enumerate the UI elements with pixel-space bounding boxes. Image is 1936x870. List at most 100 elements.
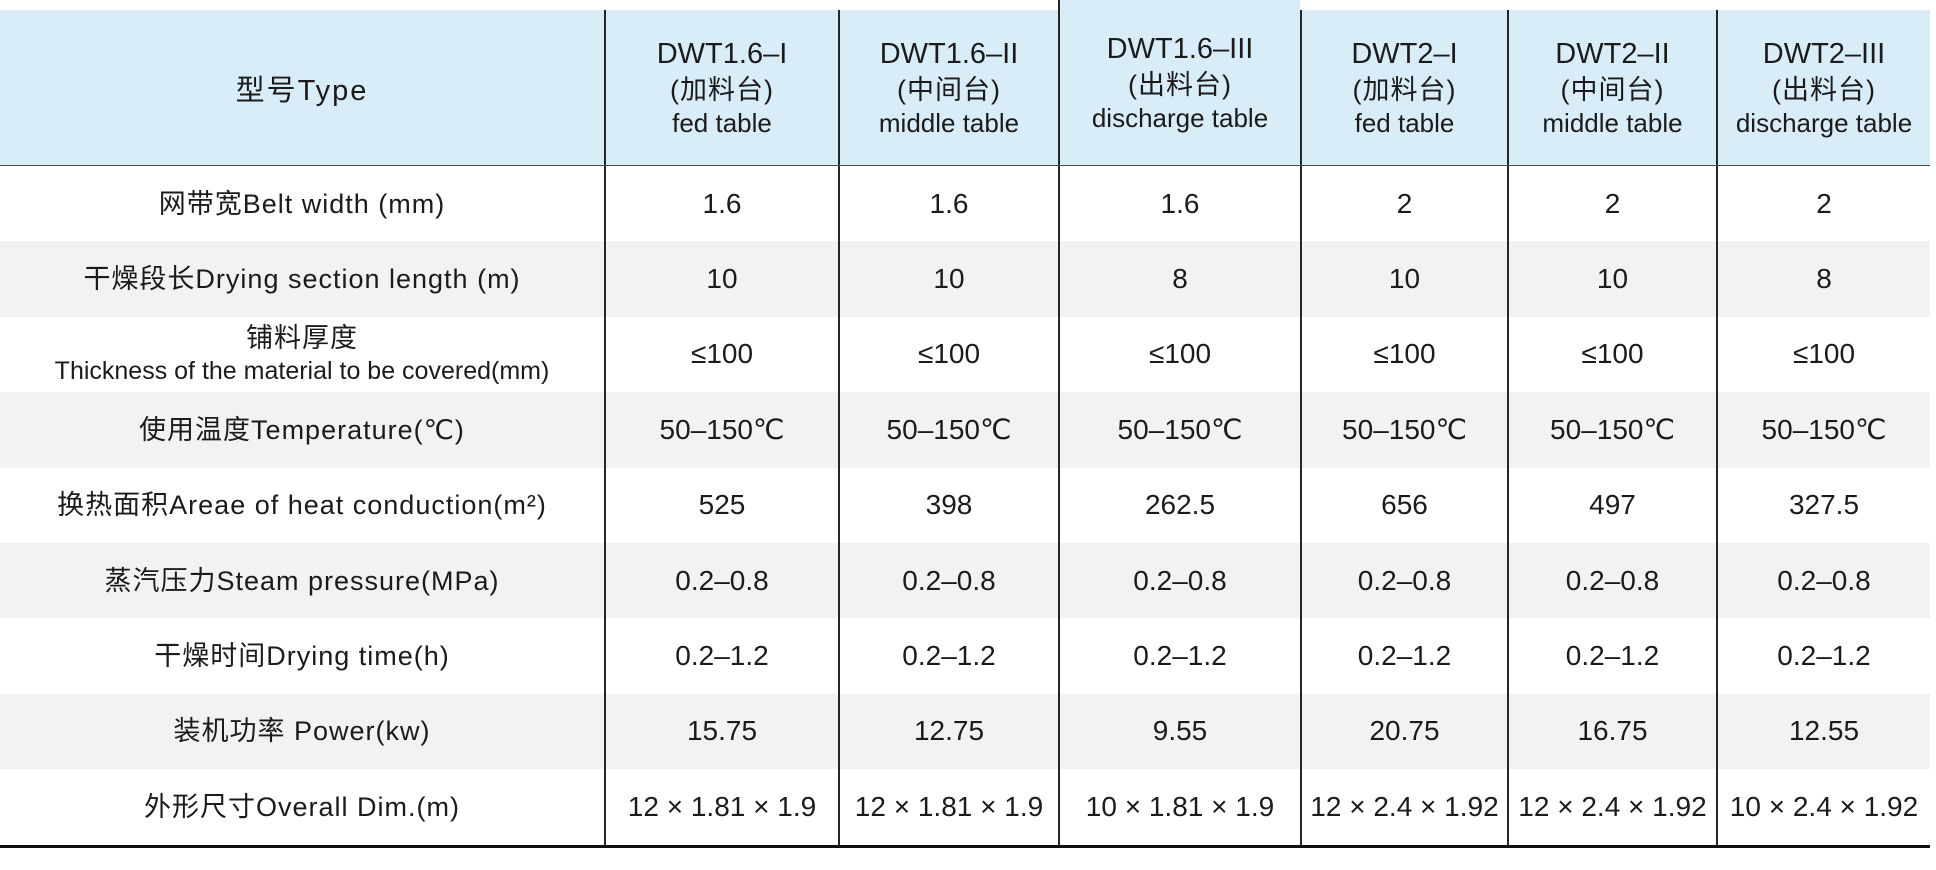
table-row: 干燥时间Drying time(h) 0.2–1.2 0.2–1.2 0.2–1.2 0… <box>0 618 1930 694</box>
value-cell: 16.75 <box>1507 693 1716 770</box>
header-col-3: DWT1.6–III (出料台) discharge table <box>1058 0 1300 165</box>
cell-value: ≤100 <box>690 338 754 370</box>
cell-value: 10 <box>1596 263 1629 295</box>
cell-value: 10 × 1.81 × 1.9 <box>1085 790 1275 822</box>
cell-value: 0.2–1.2 <box>1565 640 1660 672</box>
value-cell: 2 <box>1716 166 1930 242</box>
cell-value: ≤100 <box>1148 338 1212 370</box>
model-type-cn: (出料台) <box>1128 69 1232 100</box>
value-cell: 8 <box>1058 241 1300 317</box>
cell-value: ≤100 <box>917 338 981 370</box>
value-cell: 12 × 1.81 × 1.9 <box>604 769 838 845</box>
value-cell: 497 <box>1507 467 1716 543</box>
cell-value: 0.2–1.2 <box>1357 640 1452 672</box>
row-label: 干燥时间Drying time(h) <box>154 641 450 672</box>
model-name: DWT1.6–I <box>656 37 788 70</box>
row-label-cell: 干燥段长Drying section length (m) <box>0 241 604 316</box>
value-cell: ≤100 <box>604 316 838 393</box>
cell-value: 0.2–0.8 <box>1565 564 1660 596</box>
cell-value: 0.2–1.2 <box>902 640 996 672</box>
header-col-4: DWT2–I (加料台) fed table <box>1300 10 1507 165</box>
row-label: 蒸汽压力Steam pressure(MPa) <box>104 565 500 596</box>
row-label-cell: 铺料厚度 Thickness of the material to be cove… <box>0 317 604 392</box>
model-name: DWT1.6–II <box>879 37 1019 70</box>
value-cell: 10 <box>1300 241 1507 317</box>
table-row: 网带宽Belt width (mm) 1.6 1.6 1.6 2 2 2 <box>0 166 1930 242</box>
row-label: 外形尺寸Overall Dim.(m) <box>144 791 460 822</box>
cell-value: 1.6 <box>929 187 969 219</box>
table-row: 外形尺寸Overall Dim.(m) 12 × 1.81 × 1.9 12 × 1… <box>0 769 1930 845</box>
cell-value: 15.75 <box>686 715 758 747</box>
cell-value: 2 <box>1396 187 1413 219</box>
value-cell: 12 × 2.4 × 1.92 <box>1300 769 1507 845</box>
row-label: 干燥段长Drying section length (m) <box>83 264 521 295</box>
value-cell: 262.5 <box>1058 467 1300 543</box>
model-type-cn: (中间台) <box>897 74 1001 105</box>
row-label: 网带宽Belt width (mm) <box>158 188 446 219</box>
row-label-cell: 干燥时间Drying time(h) <box>0 618 604 693</box>
cell-value: 525 <box>698 489 746 521</box>
cell-value: 12 × 2.4 × 1.92 <box>1518 790 1707 822</box>
cell-value: 12 × 2.4 × 1.92 <box>1310 790 1499 822</box>
row-label: 装机功率 Power(kw) <box>173 716 431 747</box>
row-label-cell: 装机功率 Power(kw) <box>0 694 604 769</box>
value-cell: 0.2–0.8 <box>838 542 1058 619</box>
value-cell: 50–150℃ <box>838 392 1058 468</box>
value-cell: ≤100 <box>1507 316 1716 393</box>
value-cell: 15.75 <box>604 693 838 770</box>
row-label-cell: 外形尺寸Overall Dim.(m) <box>0 769 604 844</box>
table-row: 蒸汽压力Steam pressure(MPa) 0.2–0.8 0.2–0.8 0.2… <box>0 542 1930 619</box>
value-cell: 0.2–0.8 <box>1716 542 1930 619</box>
row-sublabel: Thickness of the material to be covered(… <box>54 357 550 386</box>
model-type-en: discharge table <box>1735 107 1913 138</box>
value-cell: 50–150℃ <box>1507 392 1716 468</box>
cell-value: 50–150℃ <box>659 413 785 445</box>
value-cell: 50–150℃ <box>1716 392 1930 468</box>
header-col-1: DWT1.6–I (加料台) fed table <box>604 10 838 165</box>
cell-value: 0.2–1.2 <box>1777 640 1871 672</box>
value-cell: 327.5 <box>1716 467 1930 543</box>
value-cell: 0.2–0.8 <box>1058 542 1300 619</box>
value-cell: 12.75 <box>838 693 1058 770</box>
cell-value: 0.2–1.2 <box>1133 640 1227 672</box>
value-cell: 0.2–1.2 <box>604 618 838 694</box>
cell-value: 50–150℃ <box>1342 413 1467 445</box>
table-row: 使用温度Temperature(℃) 50–150℃ 50–150℃ 50–150℃ 5… <box>0 392 1930 468</box>
header-col-6: DWT2–III (出料台) discharge table <box>1716 10 1930 165</box>
value-cell: ≤100 <box>1300 316 1507 393</box>
row-label: 铺料厚度 <box>246 323 358 354</box>
value-cell: 0.2–0.8 <box>1300 542 1507 619</box>
cell-value: 50–150℃ <box>1117 413 1243 445</box>
cell-value: 8 <box>1816 263 1832 295</box>
table-body: 网带宽Belt width (mm) 1.6 1.6 1.6 2 2 2 干燥段长Drying… <box>0 166 1930 845</box>
cell-value: 0.2–0.8 <box>1133 564 1227 596</box>
value-cell: 10 <box>838 241 1058 317</box>
table-row: 干燥段长Drying section length (m) 10 10 8 10 10 8 <box>0 241 1930 317</box>
value-cell: ≤100 <box>838 316 1058 393</box>
value-cell: 1.6 <box>1058 166 1300 242</box>
value-cell: 2 <box>1300 166 1507 242</box>
model-type-cn: (出料台) <box>1772 74 1876 105</box>
value-cell: 2 <box>1507 166 1716 242</box>
row-label-cell: 网带宽Belt width (mm) <box>0 166 604 241</box>
model-type-cn: (中间台) <box>1560 74 1665 105</box>
cell-value: 10 <box>1388 263 1421 295</box>
model-type-en: fed table <box>672 107 772 138</box>
cell-value: 8 <box>1172 263 1188 295</box>
cell-value: 1.6 <box>702 187 742 219</box>
cell-value: 2 <box>1604 187 1621 219</box>
cell-value: ≤100 <box>1792 338 1856 370</box>
value-cell: 525 <box>604 467 838 543</box>
value-cell: 20.75 <box>1300 693 1507 770</box>
value-cell: 0.2–1.2 <box>1507 618 1716 694</box>
value-cell: 10 <box>1507 241 1716 317</box>
cell-value: 10 × 2.4 × 1.92 <box>1729 790 1919 822</box>
value-cell: 398 <box>838 467 1058 543</box>
value-cell: 10 × 2.4 × 1.92 <box>1716 769 1930 845</box>
cell-value: 0.2–0.8 <box>675 564 769 596</box>
cell-value: 50–150℃ <box>886 413 1012 445</box>
spec-table: 型号Type DWT1.6–I (加料台) fed table DWT1.6–II (中… <box>0 0 1930 848</box>
cell-value: 262.5 <box>1144 489 1216 521</box>
value-cell: 1.6 <box>604 166 838 242</box>
value-cell: 50–150℃ <box>1300 392 1507 468</box>
